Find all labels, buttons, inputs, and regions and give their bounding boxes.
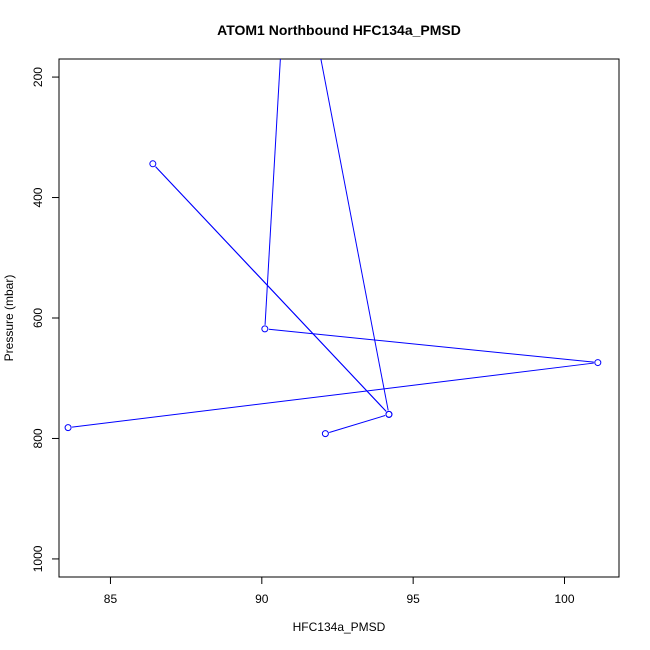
series-line-segment	[329, 415, 386, 433]
series-line-segment	[320, 59, 389, 411]
series-line-segment	[71, 362, 594, 428]
data-point	[261, 325, 269, 333]
chart-title: ATOM1 Northbound HFC134a_PMSD	[217, 22, 461, 38]
x-tick-label: 95	[406, 592, 420, 606]
data-point	[385, 410, 393, 418]
data-point	[149, 160, 157, 168]
y-tick-label: 1000	[31, 545, 45, 572]
y-tick-label: 200	[31, 67, 45, 87]
data-point	[321, 430, 329, 438]
y-axis: 200 400 600 800 1000	[31, 67, 59, 572]
y-tick-label: 600	[31, 308, 45, 328]
y-tick-label: 400	[31, 187, 45, 207]
x-tick-label: 90	[255, 592, 269, 606]
x-tick-label: 100	[554, 592, 574, 606]
series-line-segment	[155, 166, 387, 412]
data-point	[594, 359, 602, 367]
data-point	[64, 424, 72, 432]
series-line-segment	[268, 328, 594, 363]
series-layer	[64, 59, 602, 438]
y-tick-label: 800	[31, 428, 45, 448]
x-axis-label: HFC134a_PMSD	[293, 620, 386, 634]
x-axis: 85 90 95 100	[104, 577, 575, 606]
x-tick-label: 85	[104, 592, 118, 606]
series-line-segment	[264, 59, 281, 325]
y-axis-label: Pressure (mbar)	[2, 275, 16, 362]
